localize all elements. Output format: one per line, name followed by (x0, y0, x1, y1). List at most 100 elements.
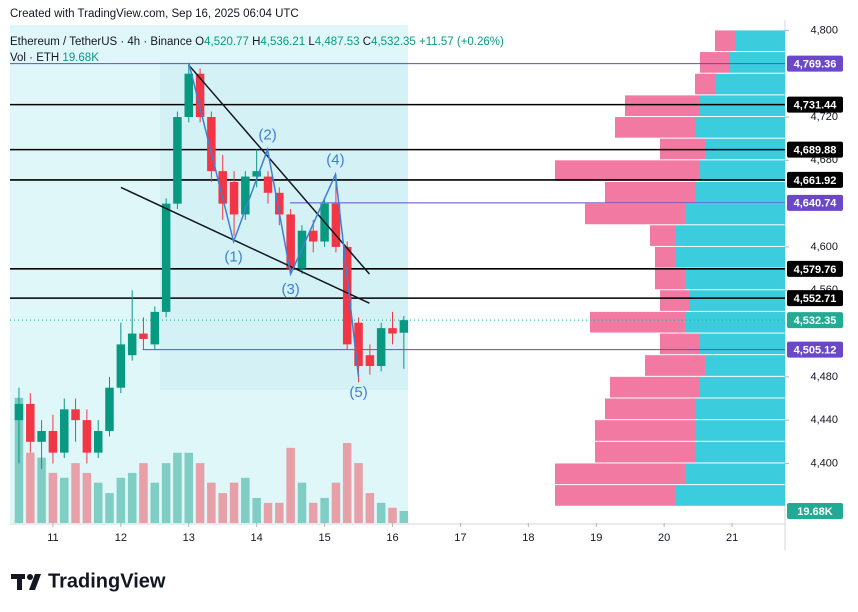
profile-up (685, 311, 785, 333)
candle-body (399, 320, 409, 333)
volume-legend: Vol · ETH 19.68K (10, 52, 99, 64)
level-label: 4,532.35 (794, 315, 837, 327)
profile-down (555, 485, 675, 506)
profile-down (555, 160, 700, 181)
profile-up (730, 52, 785, 73)
candle-body (354, 322, 363, 367)
ohlc-key: H (252, 36, 261, 48)
candle-body (365, 355, 375, 367)
profile-down (590, 311, 685, 333)
candle-body (388, 328, 397, 334)
y-tick-label: 4,720 (810, 111, 838, 123)
candle-body (37, 430, 46, 442)
profile-up (715, 73, 785, 95)
profile-down (595, 420, 695, 441)
profile-up (705, 355, 785, 376)
candle-body (241, 176, 250, 215)
brand: TradingView (48, 570, 166, 592)
change: +11.57 (+0.26%) (419, 36, 504, 48)
candle-body (139, 333, 148, 339)
volume-bar (184, 452, 194, 523)
level-label: 4,689.88 (794, 145, 837, 157)
profile-up (685, 268, 785, 290)
volume-bar (376, 502, 386, 523)
candle-body (252, 171, 261, 177)
profile-up (700, 333, 785, 355)
trendline (188, 64, 370, 275)
wave-label: (3) (281, 281, 299, 298)
symbol: Ethereum / TetherUS · 4h · Binance (10, 36, 192, 48)
profile-down (695, 73, 715, 95)
profile-up (675, 485, 785, 506)
candle-body (218, 171, 227, 204)
candle-body (93, 430, 103, 453)
level-label-box (787, 171, 843, 188)
profile-down (610, 376, 700, 398)
profile-down (650, 225, 675, 246)
volume-bar (354, 463, 363, 523)
level-label-box (787, 55, 843, 72)
volume-bar (37, 457, 46, 523)
volume-bar (365, 493, 375, 523)
credit: Created with TradingView.com, Sep 16, 20… (10, 8, 299, 20)
x-tick-label: 19 (590, 532, 602, 544)
profile-down (700, 52, 730, 73)
volume-bar (71, 463, 80, 523)
candle-body (342, 246, 352, 345)
volume-bar (308, 502, 318, 523)
level-label-box (787, 141, 843, 158)
candle-body (71, 409, 80, 421)
candle-body (82, 420, 92, 453)
volume-bar (48, 472, 58, 523)
candle-body (150, 311, 160, 345)
profile-up (690, 290, 785, 311)
ohlc-key: C (362, 36, 372, 48)
wave-label: (1) (224, 248, 242, 265)
profile-down (615, 117, 695, 138)
candle-body (286, 214, 295, 269)
ohlc: O4,520.77 H4,536.21 L4,487.53 C4,532.35 (195, 36, 419, 48)
volume-bar (275, 502, 284, 523)
volume-bar (82, 472, 92, 523)
level-label: 4,640.74 (794, 198, 838, 210)
profile-up (685, 203, 785, 225)
profile-down (605, 398, 695, 420)
profile-up (695, 181, 785, 203)
profile-down (715, 30, 735, 52)
level-label: 4,579.76 (794, 264, 837, 276)
volume-bar (286, 447, 295, 523)
profile-up (695, 420, 785, 441)
wave-line (188, 62, 360, 377)
candle-body (263, 176, 273, 193)
candle-body (14, 403, 24, 421)
volume-bar (195, 463, 205, 523)
volume-bar (297, 482, 307, 523)
candle-body (195, 73, 205, 118)
profile-up (675, 246, 785, 268)
volume-value: 19.68K (62, 52, 99, 64)
candle-body (161, 203, 171, 312)
volume-bar (127, 472, 137, 523)
profile-down (655, 246, 675, 268)
volume-label: 19.68K (797, 506, 833, 518)
candle-body (105, 387, 114, 431)
y-tick-label: 4,800 (810, 24, 838, 36)
level-label: 4,661.92 (794, 175, 837, 187)
volume-bar (252, 497, 261, 523)
profile-up (695, 441, 785, 463)
ohlc-value: 4,520.77 (204, 36, 249, 48)
x-tick-label: 11 (47, 532, 58, 544)
candle-body (184, 73, 194, 118)
trendline (120, 186, 370, 304)
profile-down (605, 181, 695, 203)
profile-down (595, 441, 695, 463)
candle-body (48, 430, 58, 453)
volume-bar (150, 482, 160, 523)
candle-body (127, 333, 137, 356)
legend: Ethereum / TetherUS · 4h · Binance O4,52… (10, 36, 504, 48)
volume-bar (399, 510, 409, 523)
profile-down (625, 95, 700, 117)
x-tick-label: 12 (115, 532, 127, 544)
candle-body (376, 328, 386, 367)
